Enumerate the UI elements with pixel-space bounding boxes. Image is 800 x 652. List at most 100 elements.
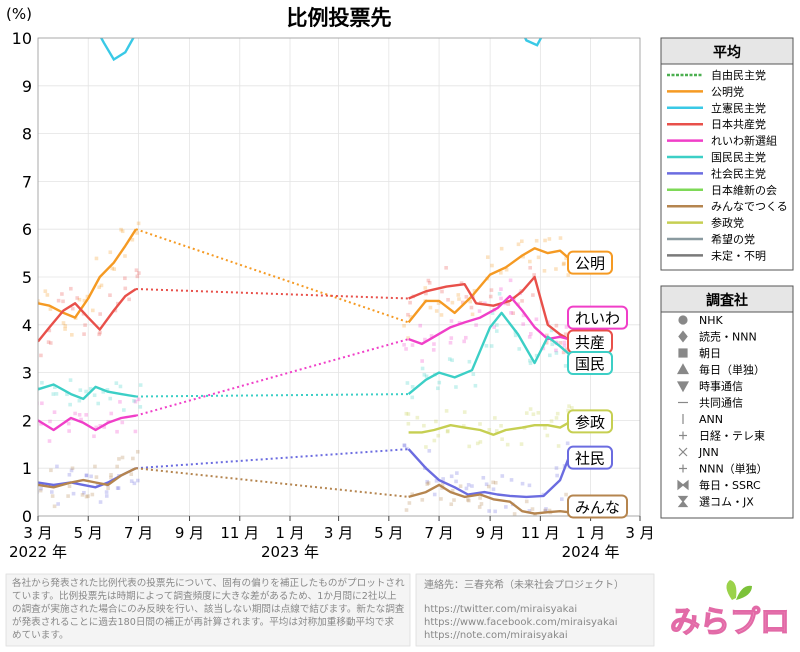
survey-point [477,505,482,509]
survey-point [104,494,109,498]
survey-point [428,305,433,310]
survey-point [452,498,456,502]
survey-point [39,486,43,491]
survey-point [55,464,59,469]
survey-point [410,343,415,347]
miraipro-logo: みらプロ [669,580,791,641]
survey-point [123,286,128,291]
survey-point [432,438,437,443]
x-tick-label: 7 月 [424,524,453,542]
survey-legend-label: 選コム・JX [699,496,754,509]
survey-point [406,312,410,317]
end-label-box [567,250,613,275]
survey-point [49,468,53,473]
survey-point [67,484,72,489]
legend-label: 参政党 [711,216,744,230]
survey-point [50,494,55,498]
survey-point [77,398,82,403]
survey-point [89,474,93,479]
survey-point [56,298,61,303]
series-gap-line-3 [135,288,409,300]
survey-point [466,483,471,487]
legend-label: 日本共産党 [711,117,766,131]
survey-point [554,351,559,355]
survey-point [423,337,427,342]
x-tick-label: 1 月 [576,524,605,542]
survey-legend-label: NNN（単独） [699,462,768,476]
series-line-5 [38,383,137,401]
x-year-label: 2024 年 [562,543,620,561]
survey-point [489,344,494,348]
survey-point [504,267,509,272]
series-line-6 [407,448,570,499]
survey-point [474,323,478,327]
survey-point [92,393,97,398]
survey-symbol-bowtie [677,479,689,491]
note-link[interactable]: https://note.com/miraisyakai [424,630,568,641]
series-line-cdp-upper-0 [99,38,135,62]
survey-point [454,385,458,389]
series-gap-line-1 [135,228,409,324]
survey-point [469,305,474,310]
survey-point [408,314,413,319]
survey-point [406,336,410,340]
survey-point [450,300,455,305]
survey-point [499,296,503,301]
survey-point [422,372,427,377]
survey-point [71,491,76,496]
survey-point [61,321,66,325]
survey-point [422,423,426,428]
contact-text: 連絡先：三春充希（未来社会プロジェクト） [424,578,624,591]
survey-legend-label: 日経・テレ東 [699,430,765,443]
survey-point [560,523,564,527]
survey-point [137,271,141,275]
survey-point [69,286,73,291]
survey-point [424,374,429,379]
survey-symbol-plus [679,464,687,473]
survey-point [70,333,74,337]
survey-point [92,434,96,439]
series-line-1 [407,247,570,324]
survey-point [431,348,436,352]
survey-point [566,408,570,413]
survey-point [94,425,99,430]
survey-point [68,378,73,382]
end-label: 公明 [575,255,605,273]
series-line-cdp-upper-1 [523,38,543,47]
twitter-link[interactable]: https://twitter.com/miraisyakai [424,604,577,615]
survey-point [82,332,86,336]
survey-point [98,312,102,316]
survey-point [484,482,489,487]
survey-point [449,319,454,323]
survey-point [90,492,95,497]
survey-point [543,426,547,430]
survey-point [82,490,86,495]
survey-point [527,509,532,513]
survey-point [493,480,498,485]
series-line-4 [38,414,137,432]
survey-point [134,268,139,273]
survey-point [504,518,508,522]
survey-point [520,481,525,486]
legend-label: 社会民主党 [711,166,766,180]
legend-label: 自由民主党 [711,68,766,82]
series-line-8 [38,467,137,489]
survey-point [549,419,554,423]
survey-point [486,484,491,489]
survey-point [96,401,101,406]
survey-legend-label: 共同通信 [699,397,743,410]
survey-point [488,294,493,299]
survey-point [520,517,524,521]
y-tick-label: 6 [22,220,32,239]
contact-box: 連絡先：三春充希（未来社会プロジェクト） https://twitter.com… [415,573,655,647]
facebook-link[interactable]: https://www.facebook.com/miraisyakai [424,617,618,628]
survey-point [94,256,99,261]
survey-point [439,313,444,317]
survey-point [562,343,567,348]
survey-point [475,441,480,446]
survey-point [402,443,407,447]
end-label: 共産 [575,334,605,352]
leaf-icon-2 [736,585,752,600]
survey-point [424,291,428,296]
